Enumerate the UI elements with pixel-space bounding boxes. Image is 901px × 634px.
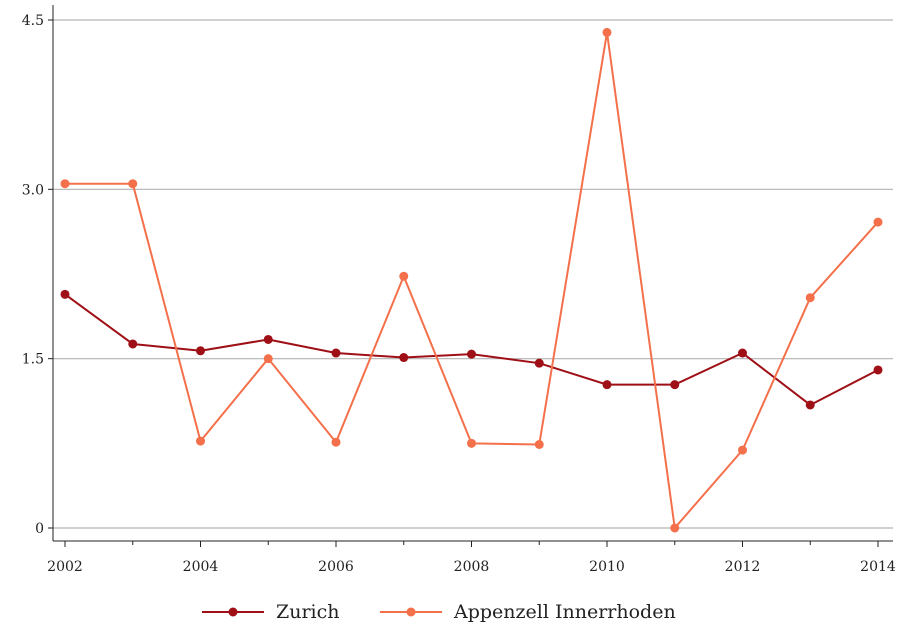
data-point	[399, 353, 409, 363]
data-point	[670, 380, 680, 390]
x-tick-label: 2002	[47, 559, 83, 575]
data-point	[331, 348, 341, 358]
legend-item: Zurich	[202, 601, 339, 623]
data-point	[873, 365, 883, 375]
data-point	[128, 179, 138, 189]
y-tick-label: 3.0	[22, 182, 44, 198]
data-point	[399, 271, 409, 281]
series-1	[60, 27, 883, 533]
y-tick-label: 4.5	[22, 13, 44, 29]
data-point	[602, 380, 612, 390]
legend-item: Appenzell Innerrhoden	[380, 601, 676, 623]
data-point	[534, 358, 544, 368]
data-point	[263, 354, 273, 364]
data-point	[873, 217, 883, 227]
x-tick-label: 2008	[454, 559, 490, 575]
data-point	[60, 179, 70, 189]
data-point	[534, 439, 544, 449]
data-point	[805, 293, 815, 303]
x-tick-label: 2014	[860, 559, 896, 575]
data-point	[263, 334, 273, 344]
data-point	[467, 438, 476, 448]
legend: Zurich Appenzell Innerrhoden	[202, 601, 676, 623]
series-0	[60, 289, 883, 410]
legend-label: Appenzell Innerrhoden	[453, 601, 676, 623]
data-point	[805, 400, 815, 410]
series-line	[65, 31, 879, 529]
data-point	[738, 445, 747, 455]
legend-marker	[406, 607, 416, 617]
x-tick-label: 2006	[318, 559, 354, 575]
y-tick-label: 1.5	[22, 352, 44, 368]
data-point	[602, 27, 612, 37]
x-tick-label: 2004	[183, 559, 219, 575]
axes: 0 1.5 3.0 4.5 2002 2004 2006 2008 2010 2012 2014	[22, 5, 896, 575]
data-point	[60, 289, 70, 299]
data-point	[196, 436, 205, 446]
data-point	[196, 346, 205, 356]
data-point	[738, 348, 747, 358]
legend-label: Zurich	[276, 601, 339, 623]
legend-marker	[228, 607, 238, 617]
gridlines	[53, 19, 893, 529]
data-point	[331, 437, 341, 447]
series-group	[60, 27, 883, 533]
y-tick-label: 0	[35, 521, 44, 537]
data-point	[670, 523, 680, 533]
data-point	[128, 339, 138, 349]
x-tick-label: 2010	[589, 559, 625, 575]
x-tick-label: 2012	[725, 559, 761, 575]
data-point	[467, 349, 476, 359]
